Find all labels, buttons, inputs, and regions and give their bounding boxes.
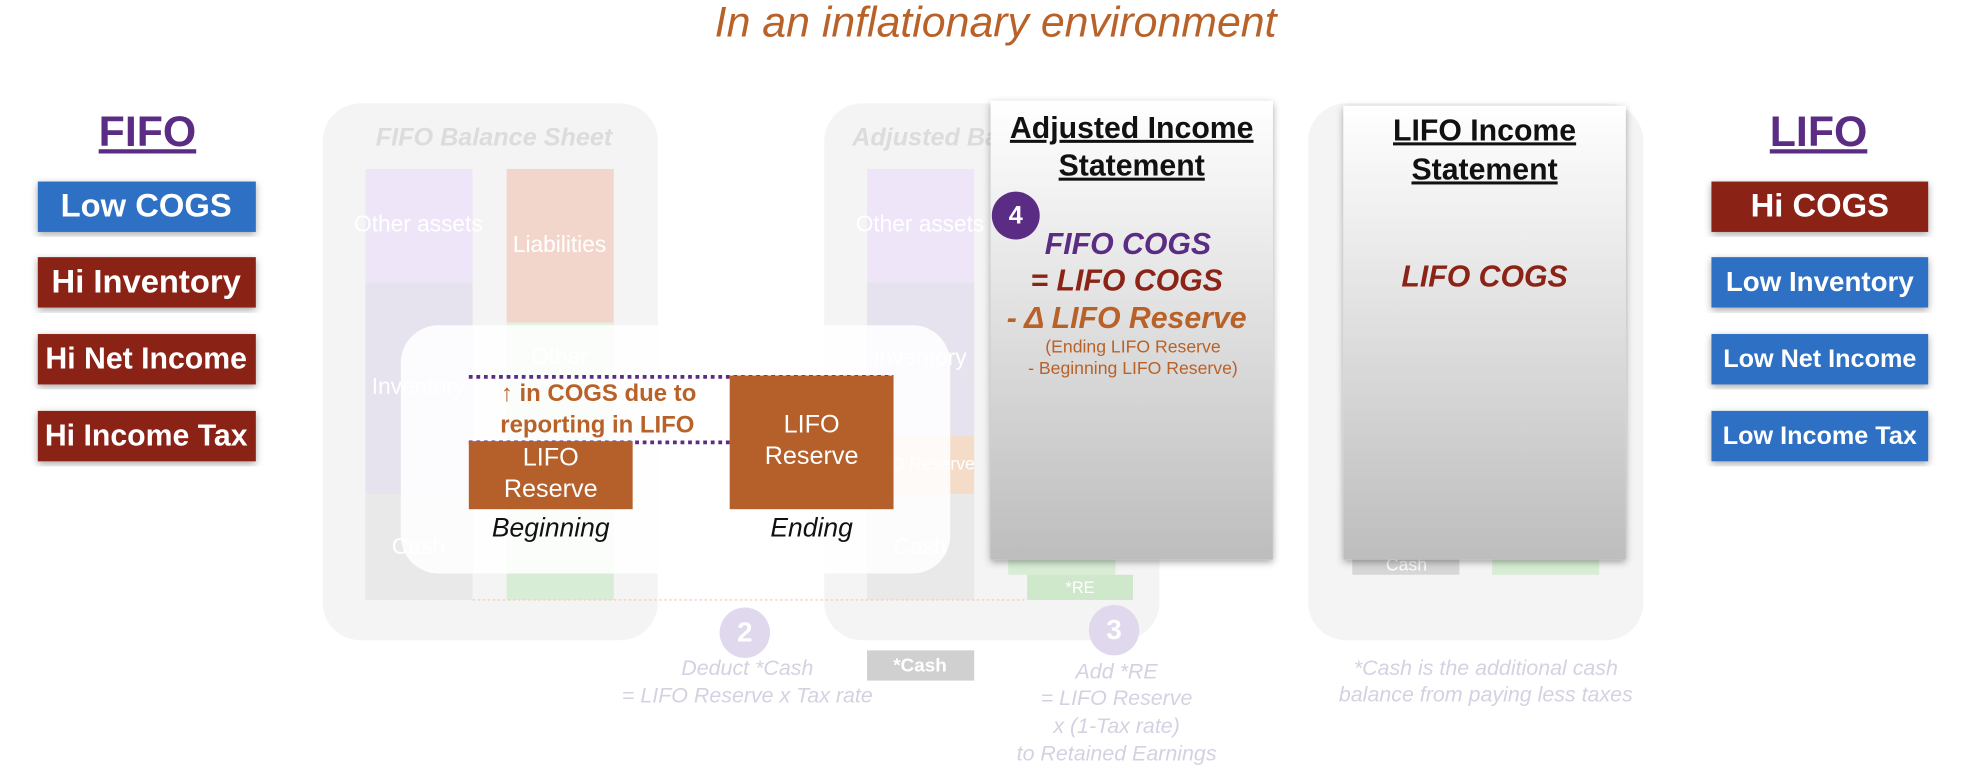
step-3: 3 Add *RE = LIFO Reserve x (1-Tax rate) … xyxy=(1017,604,1217,766)
block xyxy=(1027,574,1133,600)
card-body: LIFO COGS xyxy=(1401,261,1567,294)
adjusted-income-statement: Adjusted Income Statement 4 FIFO COGS = … xyxy=(990,100,1273,560)
block-label: Liabilities xyxy=(513,231,606,257)
overlay: ↑ in COGS due to reporting in LIFO LIFO … xyxy=(400,325,951,574)
caption: x (1-Tax rate) xyxy=(1052,714,1180,738)
step-badge xyxy=(1088,604,1140,656)
step-number: 4 xyxy=(1009,201,1023,229)
caption: = LIFO Reserve xyxy=(1041,686,1193,710)
card-title: Statement xyxy=(1059,150,1205,183)
block xyxy=(506,573,614,600)
formula-note: (Ending LIFO Reserve xyxy=(1045,337,1221,357)
tag-text: Low Income Tax xyxy=(1723,422,1917,450)
tag xyxy=(1711,181,1929,232)
reserve-caption: Beginning xyxy=(492,512,610,542)
formula: - Δ LIFO Reserve xyxy=(1007,302,1247,335)
caption: Add *RE xyxy=(1074,660,1159,684)
reserve-box xyxy=(729,375,894,510)
step-number: 2 xyxy=(737,616,752,647)
lifo-column: LIFO Hi COGS Low Inventory Low Net Incom… xyxy=(1711,108,1929,462)
tag xyxy=(1711,410,1929,462)
tag xyxy=(37,410,256,462)
tag xyxy=(1711,257,1929,308)
heading: LIFO xyxy=(1770,108,1868,156)
note: reporting in LIFO xyxy=(500,411,694,438)
formula: FIFO COGS xyxy=(1045,228,1211,261)
tag xyxy=(1711,334,1929,385)
lifo-income-statement: LIFO Income Statement LIFO COGS xyxy=(1343,105,1626,560)
tag xyxy=(37,181,256,232)
tag-text: Low COGS xyxy=(61,187,232,224)
tag xyxy=(37,257,256,308)
block-label: *Cash xyxy=(893,656,947,677)
reserve-label: LIFO xyxy=(523,443,579,471)
reserve-caption: Ending xyxy=(770,512,853,542)
caption: balance from paying less taxes xyxy=(1339,682,1633,706)
card-title: Statement xyxy=(1411,153,1557,186)
caption: = LIFO Reserve x Tax rate xyxy=(622,684,873,708)
caption: *Cash is the additional cash xyxy=(1354,656,1618,680)
block xyxy=(867,168,975,283)
reserve-label: Reserve xyxy=(504,475,598,503)
reserve-label: LIFO xyxy=(784,411,840,439)
card xyxy=(1343,105,1626,560)
step-2: 2 Deduct *Cash = LIFO Reserve x Tax rate xyxy=(622,607,873,708)
tag-text: Hi Net Income xyxy=(45,342,247,375)
tag-text: Hi Inventory xyxy=(52,262,242,299)
step-number: 3 xyxy=(1106,614,1121,645)
step-badge xyxy=(991,191,1040,240)
heading: FIFO xyxy=(99,108,197,156)
reserve-box xyxy=(468,441,633,510)
tag xyxy=(37,334,256,385)
panel-title: FIFO Balance Sheet xyxy=(376,123,614,151)
block xyxy=(365,168,473,283)
card-title: Adjusted Income xyxy=(1010,112,1254,145)
reserve-label: Reserve xyxy=(765,442,859,470)
tag-text: Low Net Income xyxy=(1723,345,1916,373)
caption: to Retained Earnings xyxy=(1017,742,1217,766)
block-label: Other assets xyxy=(354,211,483,237)
step-badge xyxy=(719,607,771,658)
block xyxy=(867,650,975,681)
tag-text: Hi COGS xyxy=(1751,187,1889,224)
card xyxy=(990,100,1273,560)
tag-text: Low Inventory xyxy=(1726,266,1914,297)
formula: = LIFO COGS xyxy=(1030,264,1222,297)
note: ↑ in COGS due to xyxy=(501,380,697,407)
tag-text: Hi Income Tax xyxy=(45,419,248,452)
title: In an inflationary environment xyxy=(715,0,1279,47)
block-label: *RE xyxy=(1065,579,1094,597)
formula-note: - Beginning LIFO Reserve) xyxy=(1028,358,1238,378)
caption: Deduct *Cash xyxy=(681,656,813,680)
block-label: Other assets xyxy=(856,211,985,237)
block xyxy=(506,168,614,323)
fifo-column: FIFO Low COGS Hi Inventory Hi Net Income… xyxy=(37,108,256,462)
card-title: LIFO Income xyxy=(1393,114,1576,147)
